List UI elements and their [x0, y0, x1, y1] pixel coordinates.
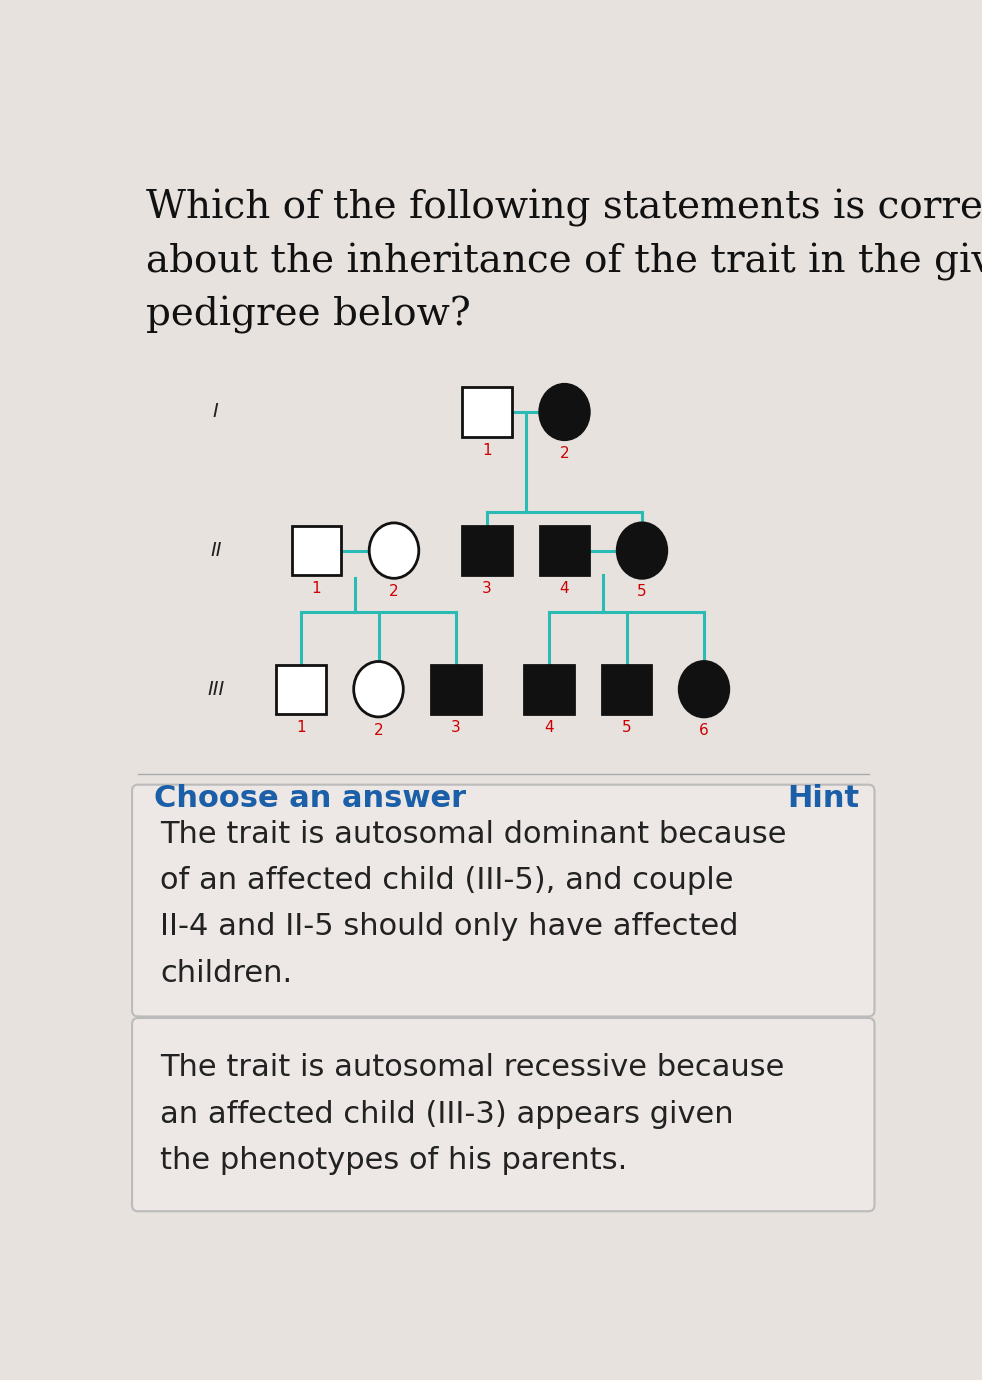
Text: 5: 5	[637, 585, 647, 599]
Text: I: I	[213, 403, 219, 421]
FancyBboxPatch shape	[463, 526, 512, 575]
Text: of an affected child (III-5), and couple: of an affected child (III-5), and couple	[160, 867, 734, 896]
Text: the phenotypes of his parents.: the phenotypes of his parents.	[160, 1145, 627, 1174]
Text: III: III	[207, 680, 224, 698]
Text: an affected child (III-3) appears given: an affected child (III-3) appears given	[160, 1100, 734, 1129]
Text: 3: 3	[451, 720, 461, 736]
FancyBboxPatch shape	[524, 665, 573, 713]
Ellipse shape	[354, 661, 404, 718]
Text: pedigree below?: pedigree below?	[146, 297, 470, 334]
Text: Hint: Hint	[787, 784, 859, 813]
Text: 2: 2	[560, 446, 570, 461]
Text: 3: 3	[482, 581, 492, 596]
Text: about the inheritance of the trait in the given: about the inheritance of the trait in th…	[146, 243, 982, 280]
FancyBboxPatch shape	[132, 785, 875, 1017]
Ellipse shape	[618, 523, 667, 578]
Text: The trait is autosomal dominant because: The trait is autosomal dominant because	[160, 820, 787, 849]
Ellipse shape	[369, 523, 418, 578]
Text: 4: 4	[560, 581, 570, 596]
Text: children.: children.	[160, 959, 292, 988]
FancyBboxPatch shape	[431, 665, 481, 713]
FancyBboxPatch shape	[292, 526, 342, 575]
Text: II-4 and II-5 should only have affected: II-4 and II-5 should only have affected	[160, 912, 738, 941]
FancyBboxPatch shape	[463, 388, 512, 436]
FancyBboxPatch shape	[540, 526, 589, 575]
Ellipse shape	[680, 661, 729, 718]
Text: 1: 1	[297, 720, 305, 736]
Text: 6: 6	[699, 723, 709, 738]
Text: 4: 4	[544, 720, 554, 736]
Text: 2: 2	[374, 723, 383, 738]
Text: 2: 2	[389, 585, 399, 599]
Text: II: II	[210, 541, 222, 560]
Text: The trait is autosomal recessive because: The trait is autosomal recessive because	[160, 1053, 785, 1082]
FancyBboxPatch shape	[602, 665, 651, 713]
Text: Which of the following statements is correct: Which of the following statements is cor…	[146, 189, 982, 226]
Text: 1: 1	[482, 443, 492, 458]
Text: Choose an answer: Choose an answer	[154, 784, 465, 813]
FancyBboxPatch shape	[276, 665, 326, 713]
Text: 5: 5	[622, 720, 631, 736]
Ellipse shape	[540, 384, 589, 440]
FancyBboxPatch shape	[132, 1018, 875, 1212]
Text: 1: 1	[311, 581, 321, 596]
